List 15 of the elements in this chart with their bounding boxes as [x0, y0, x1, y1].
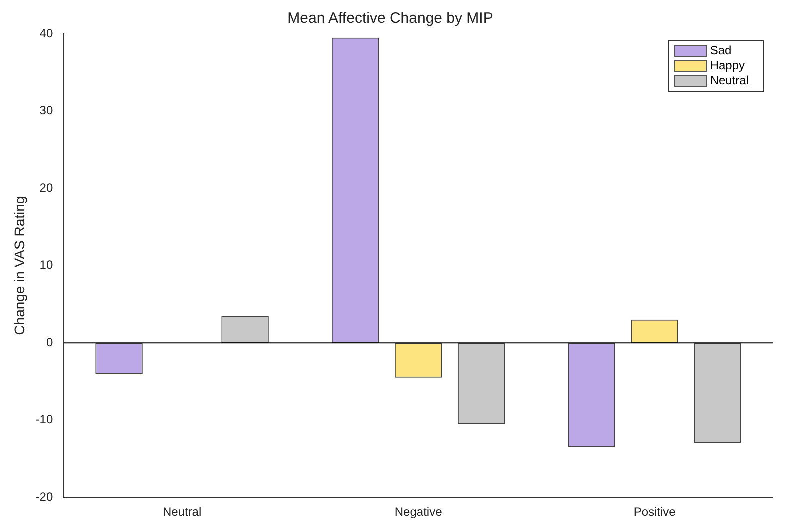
x-tick-label: Negative — [394, 505, 443, 520]
x-tick-label: Neutral — [162, 505, 202, 520]
y-axis-title: Change in VAS Rating — [11, 196, 28, 336]
y-tick-label: -20 — [36, 490, 54, 504]
y-tick-label: 30 — [40, 104, 54, 118]
y-tick-label: 40 — [40, 26, 54, 40]
legend-label: Neutral — [710, 73, 750, 88]
y-tick-label: 10 — [40, 258, 54, 272]
y-tick-label: 20 — [40, 180, 54, 195]
legend-label: Sad — [710, 43, 732, 58]
y-tick-label: -10 — [36, 412, 54, 427]
x-tick-label: Positive — [634, 505, 676, 520]
y-tick-label: 0 — [46, 335, 54, 350]
chart-title: Mean Affective Change by MIP — [288, 10, 494, 28]
legend-label: Happy — [710, 58, 746, 72]
